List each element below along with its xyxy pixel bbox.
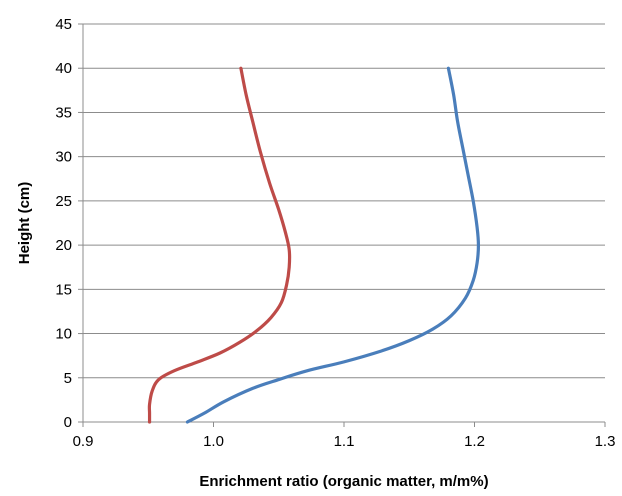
gridlines [83, 23, 605, 379]
series-lines [147, 66, 481, 424]
y-tick-label: 45 [55, 16, 72, 33]
y-tick-label: 40 [55, 60, 72, 77]
x-tick-label: 1.2 [464, 433, 485, 450]
axes [78, 23, 606, 427]
series-line-1 [185, 66, 481, 424]
x-axis-title: Enrichment ratio (organic matter, m/m%) [199, 473, 488, 490]
y-tick-label: 10 [55, 326, 72, 343]
x-tick-label: 1.1 [334, 433, 355, 450]
x-tick-label: 0.9 [73, 433, 94, 450]
y-tick-label: 20 [55, 237, 72, 254]
y-tick-label: 0 [64, 414, 72, 431]
y-tick-labels: 0 5 10 15 20 25 30 35 40 45 [55, 16, 72, 431]
y-tick-label: 30 [55, 149, 72, 166]
series-line-2 [147, 66, 292, 424]
y-tick-label: 25 [55, 193, 72, 210]
y-tick-label: 35 [55, 104, 72, 121]
y-tick-label: 5 [64, 370, 72, 387]
y-axis-title: Height (cm) [16, 182, 33, 265]
x-tick-label: 1.0 [203, 433, 224, 450]
y-tick-label: 15 [55, 281, 72, 298]
x-tick-labels: 0.9 1.0 1.1 1.2 1.3 [73, 433, 616, 450]
x-tick-label: 1.3 [595, 433, 616, 450]
